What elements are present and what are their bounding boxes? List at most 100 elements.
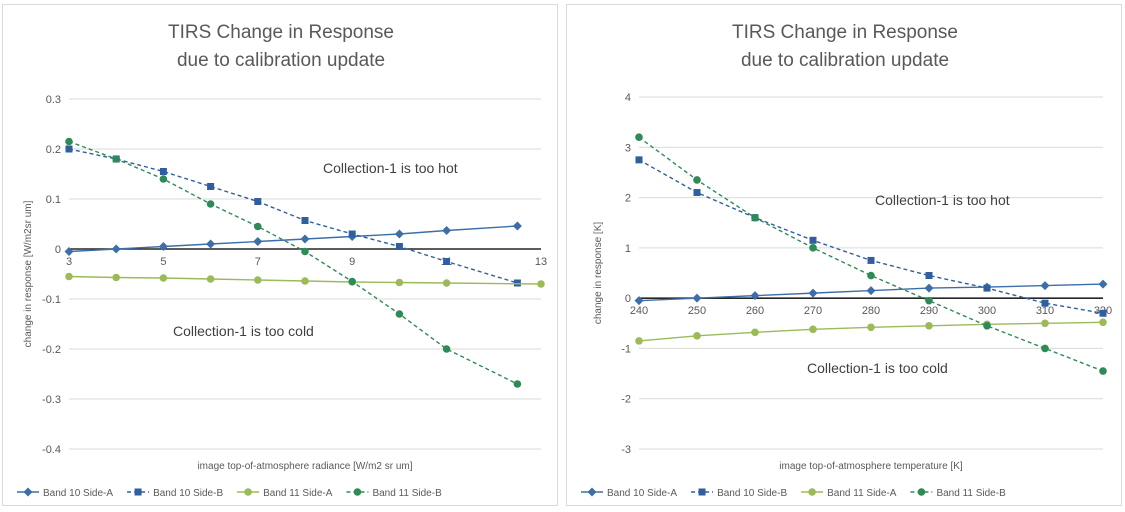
data-point (301, 217, 309, 224)
chart-svg: 0.30.20.10-0.1-0.2-0.3-0.435791113image … (17, 94, 547, 499)
data-point (751, 213, 759, 222)
series-band-11-side-a (65, 272, 545, 288)
data-point (254, 198, 262, 205)
data-point (983, 284, 991, 292)
x-tick-label: 250 (688, 305, 706, 317)
chart-temperature: TIRS Change in Response due to calibrati… (566, 4, 1122, 506)
data-point (751, 328, 759, 337)
data-point (925, 322, 933, 330)
data-point (65, 145, 73, 153)
series-line (68, 148, 518, 284)
legend-item: Band 10 Side-A (17, 487, 113, 499)
x-axis-title: image top-of-atmosphere temperature [K] (779, 461, 963, 472)
y-tick-label: 0 (55, 244, 61, 256)
series-band-10-side-a (634, 279, 1108, 306)
y-tick-label: 3 (625, 142, 631, 154)
y-tick-label: -2 (621, 394, 631, 406)
data-point (1099, 367, 1107, 375)
data-point (443, 258, 451, 265)
data-point (537, 280, 545, 288)
y-axis-title: change in response [K] (593, 222, 604, 325)
chart-title: TIRS Change in Response due to calibrati… (567, 19, 1123, 75)
y-tick-label: -0.2 (42, 344, 61, 356)
chart-radiance: TIRS Change in Response due to calibrati… (2, 4, 558, 506)
data-point (158, 242, 168, 251)
series-band-11-side-b (65, 137, 522, 388)
data-point (134, 488, 142, 496)
data-point (693, 332, 701, 340)
data-point (1041, 344, 1049, 353)
data-point (693, 176, 701, 184)
data-point (750, 291, 760, 301)
data-point (395, 243, 403, 250)
series-band-11-side-b (635, 133, 1107, 375)
data-point (442, 279, 451, 287)
y-tick-label: 2 (625, 193, 631, 205)
y-tick-label: 0.3 (46, 94, 61, 106)
data-point (513, 380, 522, 388)
data-point (1040, 281, 1050, 291)
data-point (925, 272, 933, 280)
y-tick-label: -0.1 (42, 294, 61, 306)
series-line (638, 136, 1104, 372)
data-point (512, 221, 522, 231)
x-tick-label: 270 (804, 305, 822, 317)
data-point (112, 273, 120, 282)
data-point (442, 226, 452, 235)
data-point (64, 247, 74, 256)
legend-item: Band 10 Side-A (581, 487, 677, 499)
x-tick-label: 3 (66, 256, 72, 268)
series-line (68, 275, 542, 285)
data-point (635, 156, 643, 164)
data-point (925, 296, 933, 305)
data-point (808, 288, 818, 298)
y-tick-label: 0 (625, 293, 631, 305)
legend-label: Band 10 Side-A (43, 488, 113, 499)
legend-item: Band 11 Side-A (237, 488, 333, 499)
data-point (867, 271, 875, 280)
annotation: Collection-1 is too cold (807, 360, 948, 376)
data-point (254, 222, 262, 231)
data-point (207, 183, 215, 190)
data-point (348, 277, 357, 286)
x-tick-label: 310 (1036, 305, 1054, 317)
data-point (353, 488, 362, 496)
y-axis-title: change in response [W/m2sr um] (23, 200, 34, 347)
chart-title-line-2: due to calibration update (176, 50, 386, 71)
data-point (635, 337, 643, 345)
x-tick-label: 280 (862, 305, 880, 317)
legend-item: Band 10 Side-B (127, 488, 223, 499)
data-point (924, 283, 934, 293)
legend-label: Band 10 Side-B (153, 488, 223, 499)
data-point (635, 133, 643, 142)
data-point (23, 487, 33, 497)
y-tick-label: 0.1 (46, 194, 61, 206)
data-point (808, 488, 816, 496)
chart-svg: 43210-1-2-3240250260270280290300310320im… (581, 92, 1112, 499)
data-point (244, 488, 252, 496)
data-point (692, 293, 702, 303)
data-point (253, 237, 263, 246)
data-point (206, 275, 215, 283)
x-tick-label: 290 (920, 305, 938, 317)
data-point (348, 230, 356, 238)
x-tick-label: 5 (160, 256, 166, 268)
legend-label: Band 11 Side-B (936, 488, 1006, 499)
data-point (809, 244, 817, 252)
data-point (867, 256, 875, 264)
legend-item: Band 10 Side-B (691, 488, 787, 499)
x-tick-label: 260 (746, 305, 764, 317)
data-point (634, 296, 644, 306)
data-point (159, 274, 168, 282)
legend-label: Band 10 Side-B (717, 488, 787, 499)
y-tick-label: 1 (625, 243, 631, 255)
x-tick-label: 13 (535, 256, 547, 268)
data-point (809, 236, 817, 244)
x-tick-label: 9 (349, 256, 355, 268)
y-tick-label: 0.2 (46, 144, 61, 156)
series-band-11-side-a (635, 318, 1107, 345)
x-tick-label: 300 (978, 305, 996, 317)
data-point (301, 277, 309, 285)
data-point (867, 323, 875, 332)
